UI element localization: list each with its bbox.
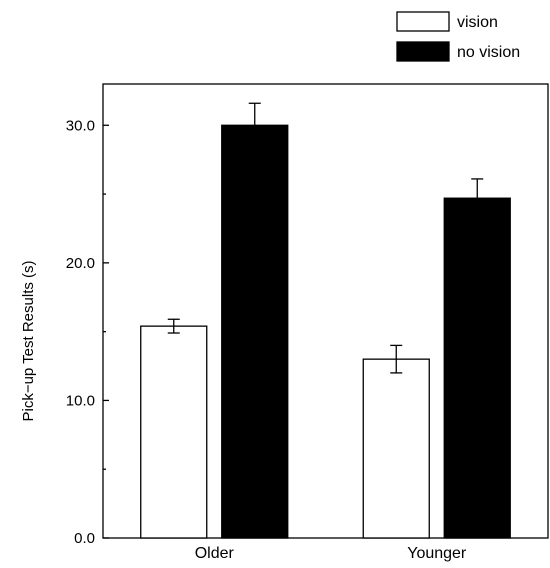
y-tick-label: 10.0	[66, 392, 95, 409]
x-category-label: Older	[195, 545, 235, 562]
bar-vision-older	[140, 325, 208, 539]
x-category-label: Younger	[407, 545, 467, 562]
bar-vision-younger	[362, 358, 430, 539]
y-axis-label: Pick−up Test Results (s)	[20, 260, 37, 421]
plot-area: 0.0 10.0 20.0 30.0 Older Younger	[66, 83, 549, 562]
legend-label-vision: vision	[457, 14, 498, 31]
y-tick-label: 30.0	[66, 117, 95, 134]
legend-swatch-vision	[396, 11, 450, 32]
y-tick-label: 0.0	[74, 530, 95, 547]
legend: vision no vision	[396, 11, 520, 62]
bar-no-vision-younger	[443, 197, 511, 539]
plot-frame	[102, 83, 549, 539]
legend-label-no-vision: no vision	[457, 44, 520, 61]
bar-no-vision-older	[221, 124, 289, 539]
legend-swatch-no-vision	[396, 41, 450, 62]
y-tick-label: 20.0	[66, 255, 95, 272]
